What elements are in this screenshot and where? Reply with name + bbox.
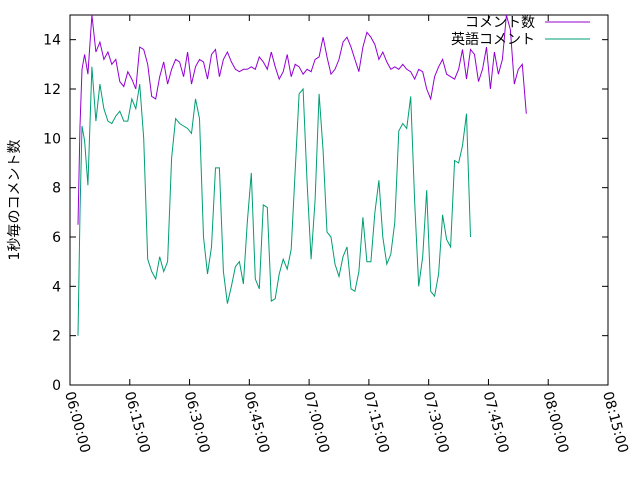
x-tick-label: 06:45:00 bbox=[240, 390, 272, 455]
x-tick-label: 06:00:00 bbox=[61, 390, 93, 455]
x-tick-label: 06:15:00 bbox=[121, 390, 153, 455]
x-tick-label: 07:15:00 bbox=[360, 390, 392, 455]
y-tick-label: 10 bbox=[43, 131, 61, 147]
y-tick-label: 12 bbox=[43, 82, 61, 98]
y-tick-label: 2 bbox=[52, 329, 61, 345]
x-tick-label: 06:30:00 bbox=[181, 390, 213, 455]
x-tick-label: 07:00:00 bbox=[300, 390, 332, 455]
y-tick-label: 14 bbox=[43, 33, 61, 49]
y-axis-label: 1秒毎のコメント数 bbox=[7, 140, 23, 261]
x-tick-label: 07:30:00 bbox=[420, 390, 452, 455]
x-tick-label: 08:00:00 bbox=[539, 390, 571, 455]
plot-frame bbox=[69, 14, 609, 386]
y-tick-label: 6 bbox=[52, 230, 61, 246]
x-tick-label: 07:45:00 bbox=[480, 390, 512, 455]
x-tick-label: 08:15:00 bbox=[599, 390, 631, 455]
legend-label-1: コメント数 bbox=[465, 15, 535, 31]
legend-label-2: 英語コメント bbox=[451, 31, 535, 48]
series-lines bbox=[77, 14, 527, 336]
series-line-2 bbox=[77, 66, 471, 336]
y-axis-ticks: 0 2 4 6 8 10 12 14 bbox=[43, 33, 608, 394]
plot-border bbox=[69, 14, 609, 386]
y-tick-label: 0 bbox=[52, 378, 61, 394]
y-tick-label: 4 bbox=[52, 279, 61, 295]
series-line-1 bbox=[77, 14, 527, 225]
y-tick-label: 8 bbox=[52, 181, 61, 197]
